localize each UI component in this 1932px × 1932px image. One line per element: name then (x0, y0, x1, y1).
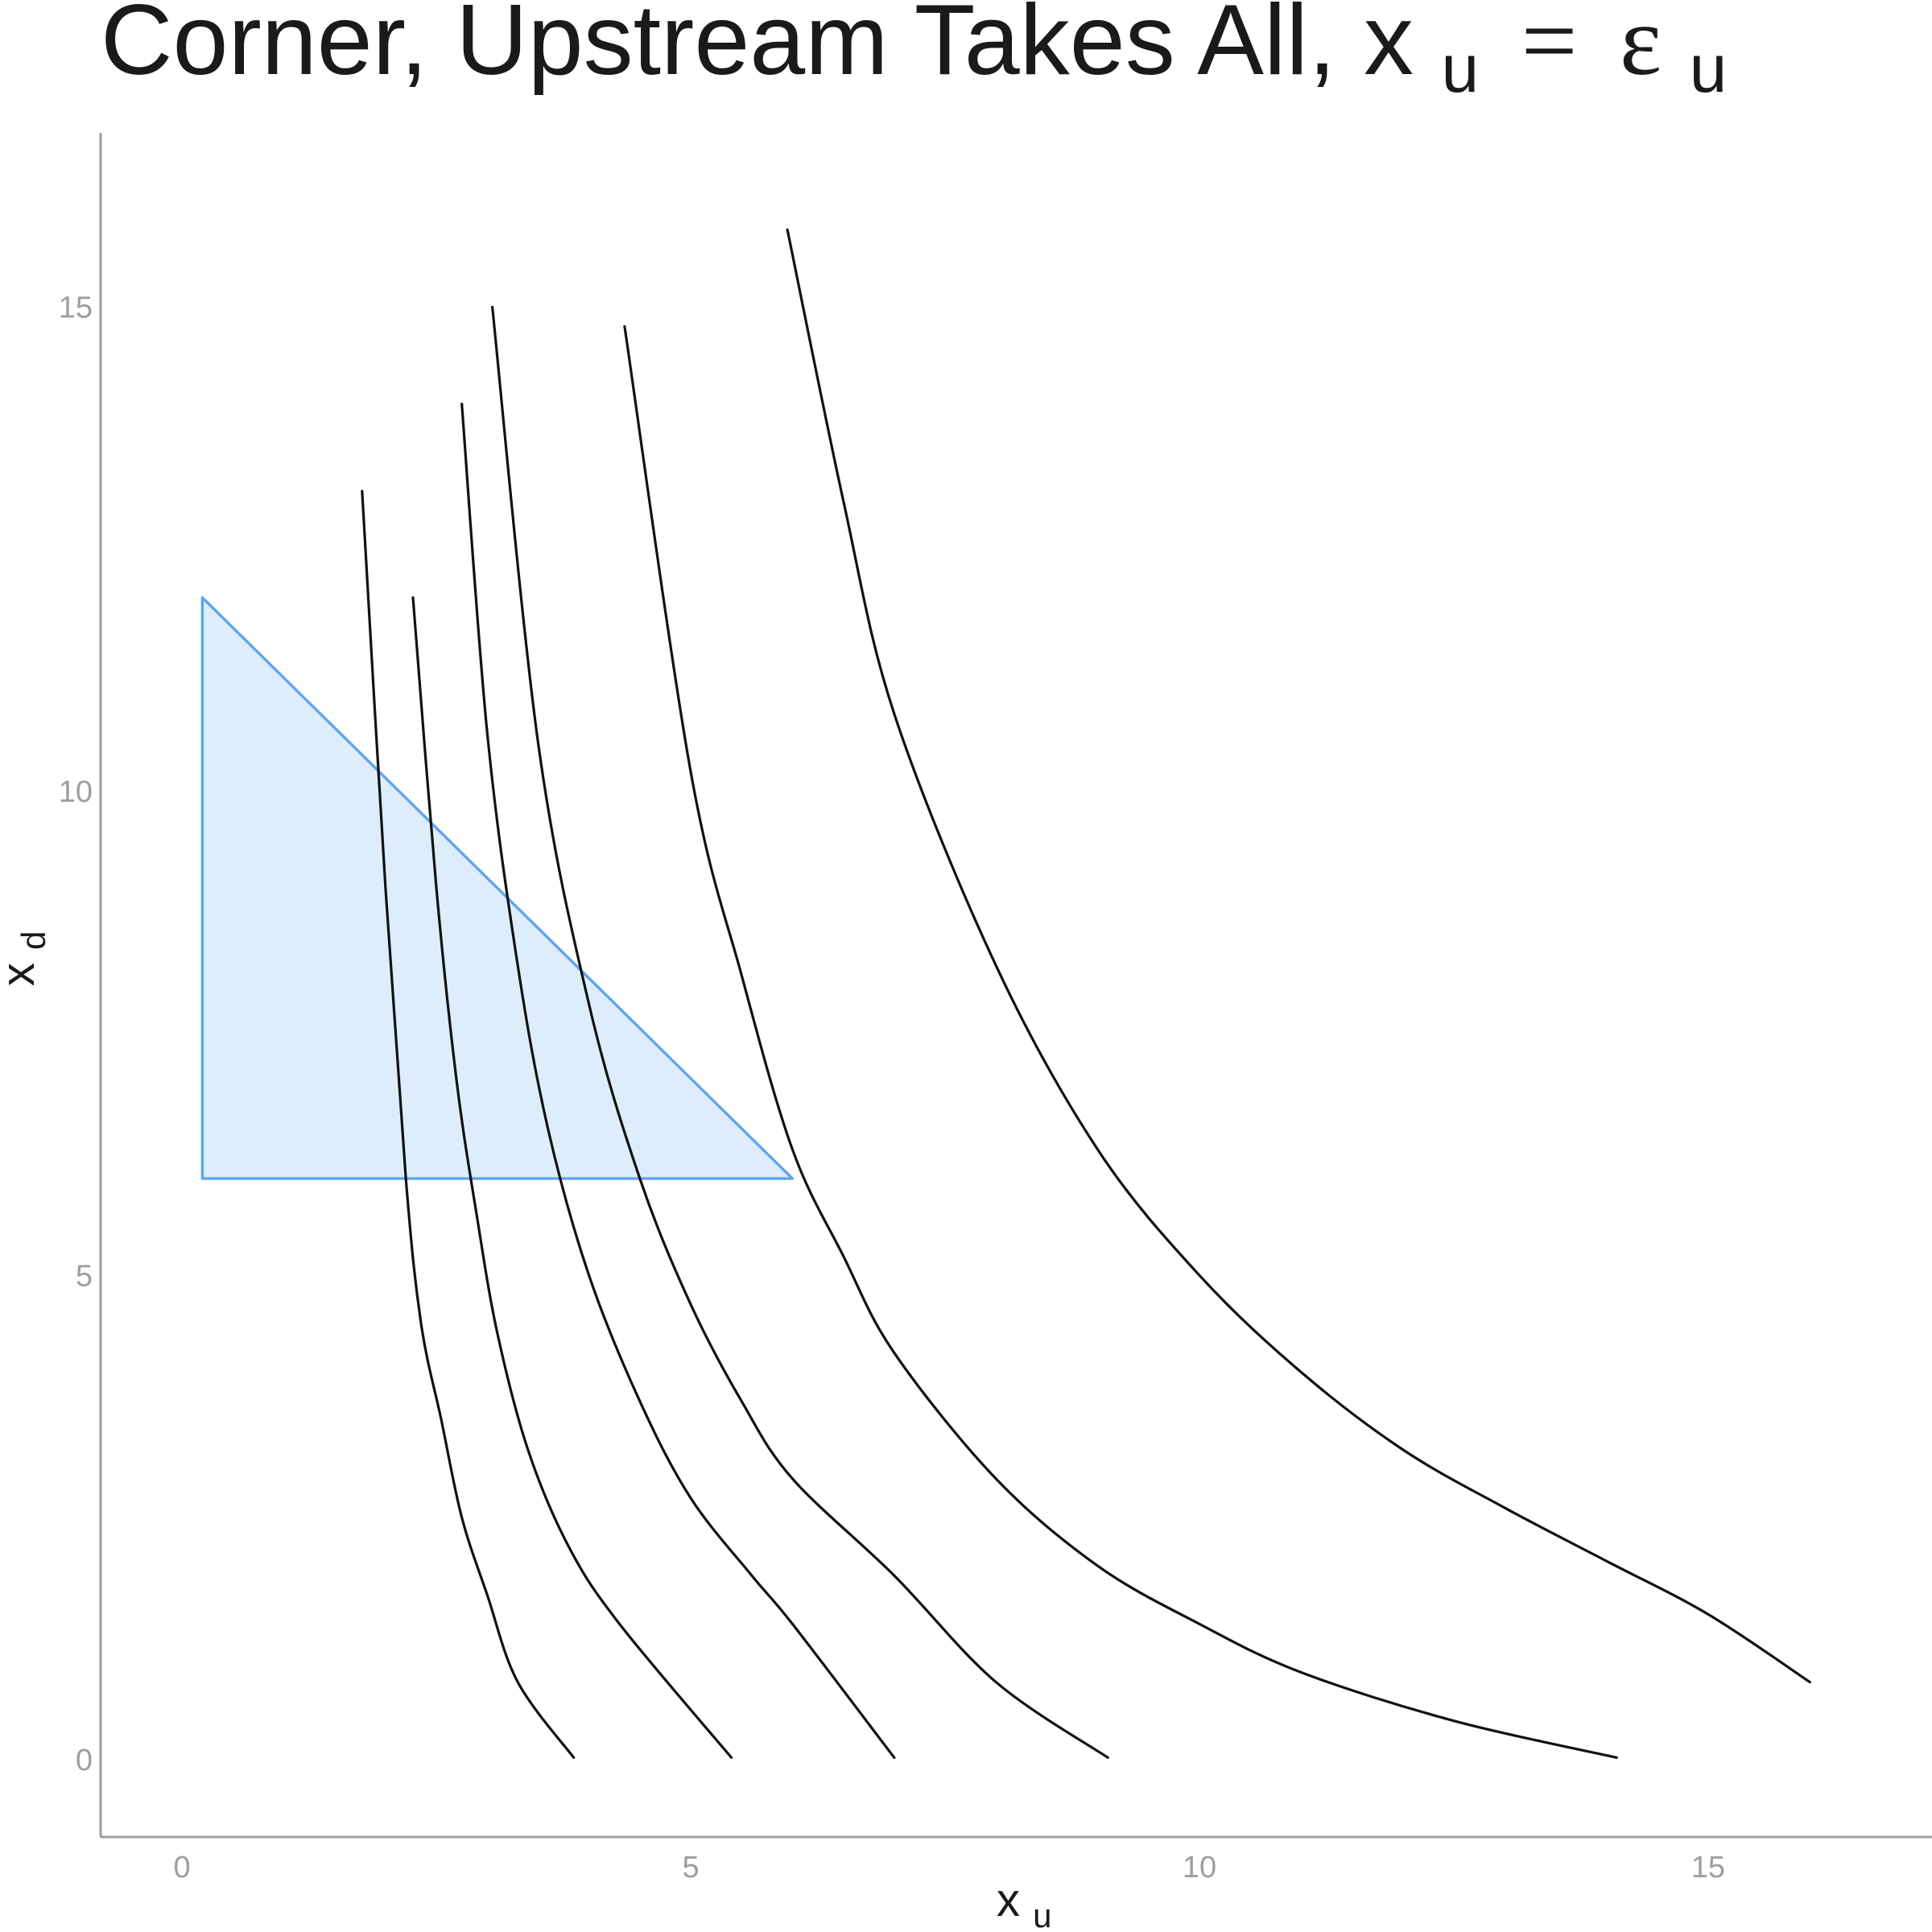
y-tick-labels: 0 5 10 15 (59, 291, 93, 1777)
y-tick-label: 0 (76, 1744, 93, 1777)
indifference-curve-3 (460, 402, 896, 1759)
indifference-curve-1 (361, 489, 576, 1759)
x-tick-label: 10 (1183, 1851, 1216, 1885)
chart-title: Corner, Upstream Takes All, x u = ε u (101, 0, 1727, 114)
x-tick-label: 15 (1691, 1851, 1725, 1885)
y-axis-label: x d (0, 931, 52, 986)
feasible-region-layer (200, 596, 795, 1180)
y-tick-label: 15 (59, 291, 93, 325)
y-axis-label-variable: x (0, 963, 44, 986)
x-tick-label: 5 (682, 1851, 699, 1885)
x-tick-labels: 0 5 10 15 (174, 1851, 1726, 1885)
feasible-region (200, 596, 795, 1180)
x-axis-label-subscript: u (1033, 1897, 1051, 1932)
title-lhs-variable: x (1364, 0, 1414, 96)
title-rhs-subscript: u (1690, 31, 1728, 106)
indifference-curves-layer (361, 228, 1811, 1759)
x-axis-label-variable: x (997, 1874, 1020, 1926)
y-axis-label-subscript: d (14, 931, 52, 950)
title-prefix: Corner, Upstream Takes All, (101, 0, 1364, 96)
indifference-curve-4 (490, 305, 1109, 1759)
title-equals-sign: = (1521, 0, 1578, 96)
indifference-curve-2 (411, 596, 733, 1759)
indifference-curve-6 (786, 228, 1811, 1684)
title-rhs-variable: ε (1620, 0, 1662, 96)
y-tick-label: 10 (59, 775, 93, 809)
title-lhs-subscript: u (1441, 31, 1479, 106)
indifference-curve-5 (623, 324, 1618, 1759)
y-tick-label: 5 (76, 1259, 93, 1293)
x-axis-label: x u (997, 1874, 1051, 1932)
x-tick-label: 0 (174, 1851, 191, 1885)
